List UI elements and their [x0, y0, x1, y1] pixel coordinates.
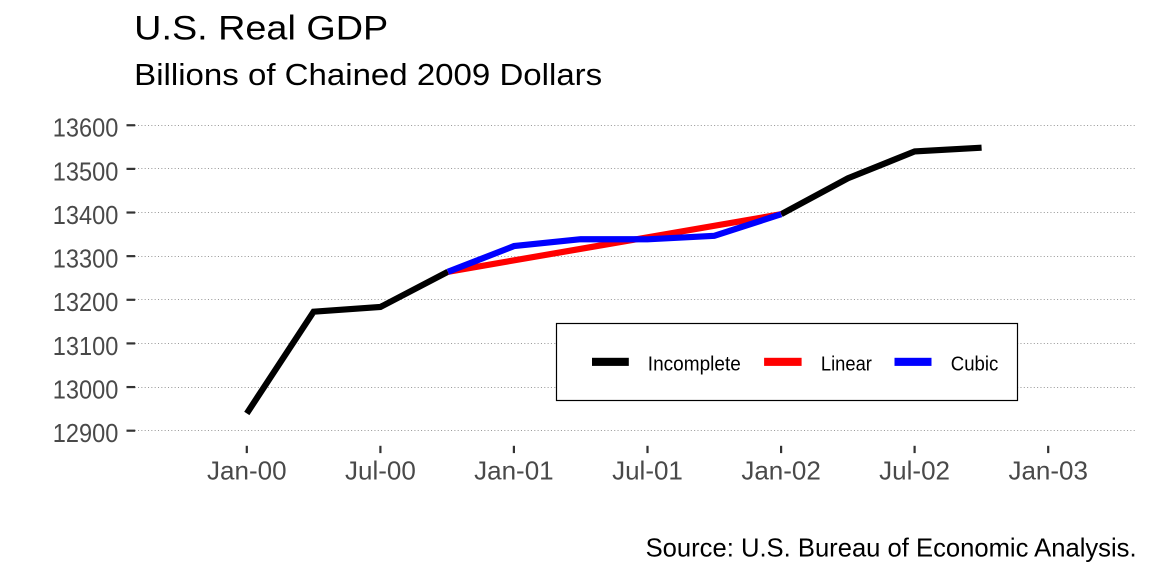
svg-text:13100: 13100	[53, 331, 119, 361]
svg-text:U.S. Real GDP: U.S. Real GDP	[134, 10, 388, 48]
svg-text:13500: 13500	[53, 156, 119, 186]
svg-text:Billions of Chained 2009 Dolla: Billions of Chained 2009 Dollars	[134, 57, 602, 92]
svg-text:Jan-03: Jan-03	[1008, 456, 1088, 486]
svg-text:13200: 13200	[53, 287, 119, 317]
svg-text:Cubic: Cubic	[951, 352, 999, 375]
svg-text:12900: 12900	[53, 418, 119, 448]
svg-text:13600: 13600	[53, 113, 119, 143]
svg-text:Jul-01: Jul-01	[612, 456, 683, 486]
svg-text:Jan-02: Jan-02	[741, 456, 821, 486]
svg-text:Jul-02: Jul-02	[879, 456, 950, 486]
svg-text:Linear: Linear	[821, 352, 872, 375]
svg-text:Jul-00: Jul-00	[345, 456, 416, 486]
svg-text:13300: 13300	[53, 244, 119, 274]
svg-text:Source: U.S. Bureau of Economi: Source: U.S. Bureau of Economic Analysis…	[646, 533, 1137, 563]
svg-text:13000: 13000	[53, 375, 119, 405]
svg-text:Jan-00: Jan-00	[207, 456, 287, 486]
svg-text:13400: 13400	[53, 200, 119, 230]
svg-text:Incomplete: Incomplete	[648, 352, 741, 375]
svg-text:Jan-01: Jan-01	[474, 456, 554, 486]
